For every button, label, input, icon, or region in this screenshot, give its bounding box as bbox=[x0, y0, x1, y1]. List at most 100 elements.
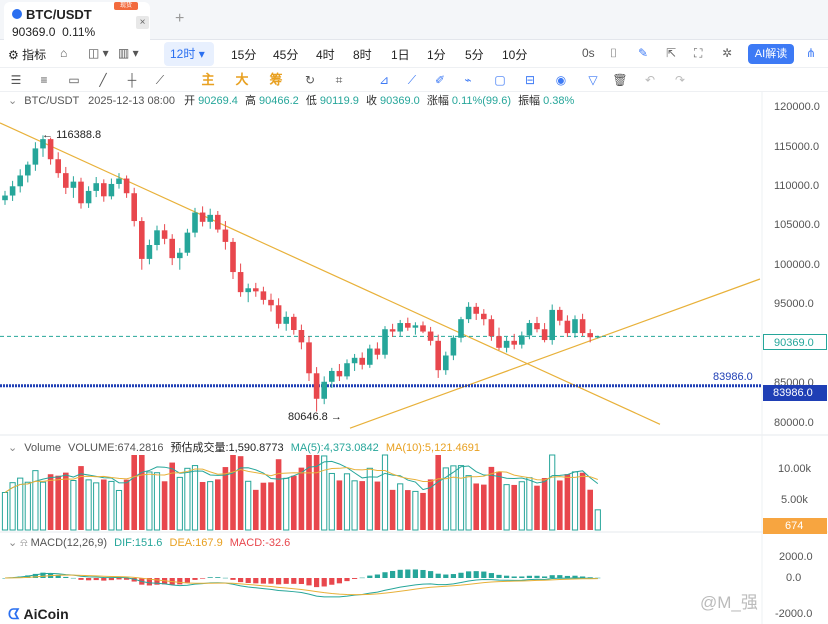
volume-ma10-line bbox=[4, 466, 598, 493]
timer-label[interactable]: 0s bbox=[582, 46, 595, 60]
collapse-icon[interactable]: ⌄ bbox=[8, 442, 18, 454]
interval-8h[interactable]: 8时 bbox=[353, 48, 372, 62]
rectangle-icon[interactable]: ▭ bbox=[68, 73, 80, 87]
refresh-icon[interactable]: ↻ bbox=[304, 73, 316, 87]
eye-icon[interactable]: ◉ bbox=[555, 73, 567, 87]
volume-bar bbox=[24, 481, 31, 531]
timeframe-selector[interactable]: 12时 ▾ bbox=[164, 42, 214, 66]
volume-bar bbox=[381, 454, 389, 531]
candle-style-icon[interactable]: ▥ ▾ bbox=[118, 46, 139, 60]
macd-bar bbox=[443, 574, 449, 578]
info-time: 2025-12-13 08:00 bbox=[88, 95, 176, 107]
candle-body bbox=[412, 325, 419, 328]
macd-bar bbox=[428, 571, 434, 578]
menu-icon[interactable]: ≡ bbox=[40, 73, 48, 87]
chart-type-icon[interactable]: ⌂ bbox=[60, 46, 68, 60]
brush-icon[interactable]: ✐ bbox=[434, 73, 446, 87]
close-icon[interactable]: × bbox=[136, 16, 149, 29]
draw-pen-icon[interactable]: ✎ bbox=[638, 46, 649, 60]
macd-bar bbox=[25, 575, 31, 578]
macd-bar bbox=[124, 578, 130, 580]
tab-btc-usdt[interactable]: BTC/USDT 现货 90369.0 0.11% × bbox=[4, 2, 150, 40]
macd-bar bbox=[78, 578, 84, 580]
macd-bar bbox=[321, 578, 327, 587]
candle-body bbox=[336, 370, 343, 377]
ray-icon[interactable]: ⟋ bbox=[155, 73, 165, 87]
bell-icon[interactable]: ⍾ bbox=[20, 537, 28, 549]
low-value: 90119.9 bbox=[319, 95, 359, 107]
horizontal-line-icon[interactable]: ┼ bbox=[127, 73, 137, 87]
volume-bar bbox=[488, 466, 495, 530]
candle-body bbox=[595, 336, 601, 338]
level-price-label: 83986.0 bbox=[713, 371, 753, 383]
main-chart-toggle[interactable]: 主 bbox=[201, 72, 215, 87]
chip-toggle[interactable]: 筹 bbox=[269, 72, 283, 87]
settings-icon[interactable]: ✲ bbox=[722, 46, 733, 60]
trendline-icon[interactable]: ╱ bbox=[99, 73, 107, 87]
macd-bar bbox=[329, 578, 335, 585]
macd-bar bbox=[595, 577, 601, 579]
volume-bar bbox=[176, 476, 183, 531]
macd-dif-line bbox=[4, 572, 598, 598]
volume-bar bbox=[579, 472, 586, 530]
big-order-toggle[interactable]: 大 bbox=[235, 72, 249, 87]
interval-10m[interactable]: 10分 bbox=[502, 48, 528, 62]
interval-5m[interactable]: 5分 bbox=[465, 48, 484, 62]
measure-icon[interactable]: ⟋ bbox=[407, 73, 417, 87]
magnet-icon[interactable]: ⊿ bbox=[378, 73, 390, 87]
indicators-button[interactable]: ⚙ 指标 bbox=[8, 48, 47, 62]
macd-bar bbox=[207, 577, 213, 578]
volume-bar bbox=[405, 490, 411, 530]
macd-bar bbox=[184, 578, 190, 583]
candle-body bbox=[511, 340, 517, 345]
candle-body bbox=[503, 340, 510, 348]
price-tick: 100000.0 bbox=[774, 259, 820, 271]
candle-body bbox=[222, 229, 229, 242]
candle-body bbox=[329, 370, 335, 382]
interval-1d[interactable]: 1日 bbox=[391, 48, 410, 62]
text-tool-icon[interactable]: ⌁ bbox=[464, 73, 472, 87]
volume-bar bbox=[359, 481, 365, 530]
collapse-icon[interactable]: ⌄ bbox=[8, 537, 18, 549]
volume-bar bbox=[123, 479, 130, 530]
new-tab-icon[interactable]: + bbox=[175, 10, 185, 27]
ai-interpret-button[interactable]: AI解读 bbox=[748, 44, 794, 64]
template-icon[interactable]: ◫ ▾ bbox=[88, 46, 109, 60]
share-nodes-icon[interactable]: ⋔ bbox=[806, 46, 817, 60]
interval-1m[interactable]: 1分 bbox=[427, 48, 446, 62]
macd-bar bbox=[116, 578, 122, 580]
interval-4h[interactable]: 4时 bbox=[316, 48, 335, 62]
note-icon[interactable]: ▢ bbox=[494, 73, 506, 87]
candle-body bbox=[420, 325, 426, 332]
fullscreen-icon[interactable]: ⛶ bbox=[694, 46, 703, 60]
macd-bar bbox=[367, 575, 373, 578]
collapse-icon[interactable]: ⌄ bbox=[8, 95, 18, 107]
volume-bar bbox=[321, 455, 328, 531]
candle-body bbox=[268, 299, 274, 306]
filter-icon[interactable]: ▽ bbox=[588, 73, 598, 87]
volume-bar bbox=[161, 481, 168, 530]
macd-bar bbox=[298, 578, 304, 585]
list-icon[interactable]: ☰ bbox=[10, 73, 22, 87]
volume-bar bbox=[481, 484, 487, 530]
candle-body bbox=[382, 329, 388, 355]
volume-bar bbox=[191, 465, 199, 531]
volume-bar bbox=[291, 475, 297, 530]
redo-icon[interactable]: ↷ bbox=[674, 73, 686, 87]
macd-bar bbox=[192, 578, 198, 580]
undo-icon[interactable]: ↶ bbox=[644, 73, 656, 87]
interval-15m[interactable]: 15分 bbox=[231, 48, 257, 62]
ruler-icon[interactable]: ⌗ bbox=[335, 73, 343, 87]
candle-body bbox=[230, 241, 236, 273]
share-icon[interactable]: ⇱ bbox=[666, 46, 677, 60]
camera-icon[interactable]: ⌷ bbox=[610, 46, 618, 60]
trash-icon[interactable]: 🗑 bbox=[612, 73, 628, 87]
candle-body bbox=[177, 252, 183, 259]
macd-bar bbox=[32, 573, 38, 578]
macd-bar bbox=[2, 578, 8, 579]
lock-icon[interactable]: ⊟ bbox=[524, 73, 536, 87]
macd-bar bbox=[336, 578, 342, 584]
interval-45m[interactable]: 45分 bbox=[273, 48, 299, 62]
